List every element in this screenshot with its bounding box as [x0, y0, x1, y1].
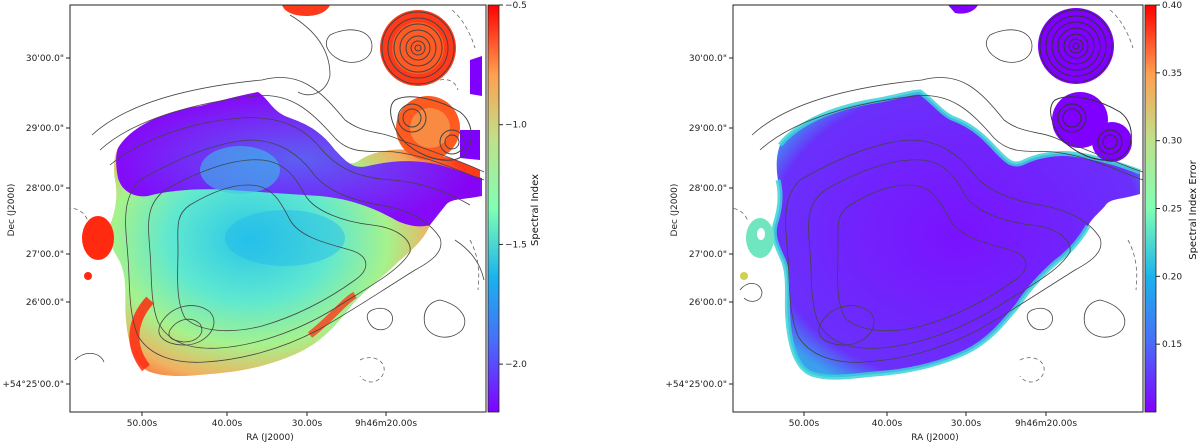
x-tick-label: 30.00s: [951, 419, 982, 429]
p2-y-ticks: +54°25'00.0" 26'00.0" 27'00.0" 28'00.0" 29'0…: [665, 54, 733, 390]
p1-xlabel: RA (J2000): [246, 433, 294, 443]
x-tick-label: 9h46m20.00s: [1015, 419, 1077, 429]
y-tick-label: 30'00.0": [689, 54, 727, 64]
y-tick-label: 26'00.0": [26, 298, 64, 308]
x-tick-label: 40.00s: [872, 419, 903, 429]
colorbar-tick-label: 0.30: [1162, 137, 1182, 147]
p1-y-ticks: +54°25'00.0" 26'00.0" 27'00.0" 28'00.0" 29'0…: [2, 54, 70, 390]
p1-top-sliver: [282, 5, 330, 16]
p1-source-contours: [381, 11, 472, 161]
y-tick-label: +54°25'00.0": [665, 380, 727, 390]
p1-negative-contours: [70, 9, 480, 383]
p2-colorbar: [1144, 4, 1157, 413]
p1-red-dot: [84, 272, 92, 280]
p2-xlabel: RA (J2000): [911, 433, 959, 443]
p1-cyan-patch: [200, 146, 280, 194]
x-tick-label: 30.00s: [292, 419, 323, 429]
y-tick-label: 30'00.0": [26, 54, 64, 64]
p1-colorbar: [487, 4, 500, 413]
p2-error-region: [774, 92, 1140, 378]
p1-red-blob: [82, 216, 114, 260]
y-tick-label: 28'00.0": [26, 184, 64, 194]
p2-colorbar-ticks: 0.15 0.20 0.25 0.30 0.35 0.40: [1156, 1, 1182, 350]
colorbar-tick-label: 0.15: [1162, 340, 1182, 350]
y-tick-label: 29'00.0": [689, 124, 727, 134]
p2-colorbar-label: Spectral Index Error: [1188, 159, 1199, 259]
p1-colorbar-ticks: −0.5 −1.0 −1.5 −2.0: [499, 1, 527, 370]
colorbar-tick-label: −1.0: [505, 121, 527, 131]
p2-frame: [732, 4, 1144, 413]
p1-colorbar-label: Spectral Index: [530, 174, 541, 246]
y-tick-label: +54°25'00.0": [2, 380, 64, 390]
x-tick-label: 50.00s: [127, 419, 158, 429]
x-tick-label: 9h46m20.00s: [355, 419, 417, 429]
p2-top-sliver: [948, 5, 978, 14]
p2-dot: [740, 272, 748, 280]
p1-ylabel: Dec (J2000): [7, 184, 17, 237]
spectral-index-panel: 50.00s 40.00s 30.00s 9h46m20.00s +54°25'00.…: [2, 1, 541, 443]
y-tick-label: 27'00.0": [689, 250, 727, 260]
colorbar-tick-label: 0.25: [1162, 205, 1182, 215]
p2-source-north: [1038, 8, 1114, 84]
p2-contours: [739, 29, 1143, 363]
p1-frame: [69, 4, 487, 413]
p1-contours: [74, 14, 485, 363]
x-tick-label: 50.00s: [789, 419, 820, 429]
p2-source-contours: [1039, 9, 1132, 161]
colorbar-tick-label: −0.5: [505, 1, 527, 11]
colorbar-tick-label: 0.35: [1162, 69, 1182, 79]
p2-edge-halo: [771, 89, 1141, 380]
y-tick-label: 29'00.0": [26, 124, 64, 134]
colorbar-tick-label: −1.5: [505, 240, 527, 250]
y-tick-label: 26'00.0": [689, 298, 727, 308]
colorbar-tick-label: −2.0: [505, 360, 527, 370]
p1-steep-region: [116, 92, 483, 227]
p2-x-ticks: 50.00s 40.00s 30.00s 9h46m20.00s: [789, 412, 1077, 429]
y-tick-label: 27'00.0": [26, 250, 64, 260]
y-tick-label: 28'00.0": [689, 184, 727, 194]
spectral-index-error-panel: 50.00s 40.00s 30.00s 9h46m20.00s +54°25'00.…: [665, 1, 1199, 443]
p2-negative-contours: [733, 9, 1138, 383]
colorbar-tick-label: 0.20: [1162, 272, 1182, 282]
p1-cyan-patch-2: [225, 210, 345, 266]
x-tick-label: 40.00s: [212, 419, 243, 429]
p2-ylabel: Dec (J2000): [670, 184, 680, 237]
colorbar-tick-label: 0.40: [1162, 1, 1182, 11]
p1-x-ticks: 50.00s 40.00s 30.00s 9h46m20.00s: [127, 412, 417, 429]
